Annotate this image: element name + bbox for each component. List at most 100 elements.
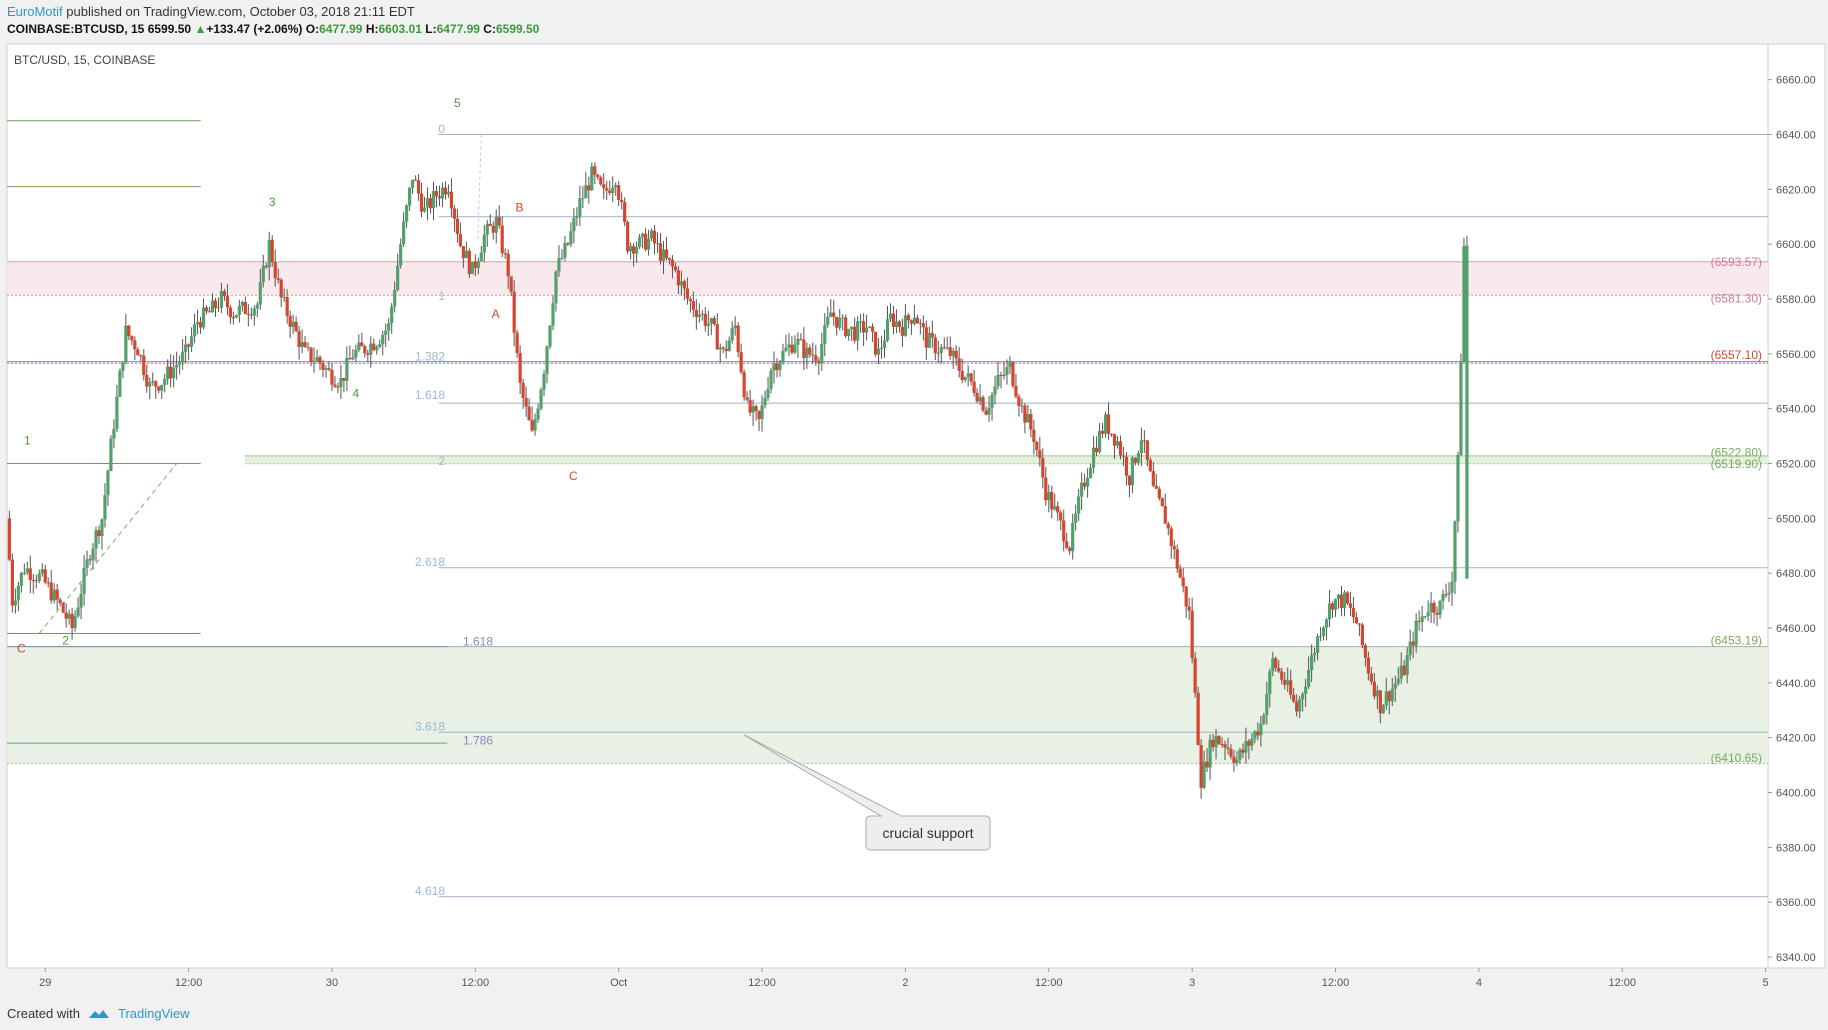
close-label: C: [483, 22, 496, 36]
candle-body [103, 495, 107, 520]
candle-body [727, 340, 731, 352]
candle-body [1163, 506, 1167, 524]
candle-body [1080, 482, 1084, 497]
candle-body [255, 304, 259, 309]
candle-body [145, 375, 149, 387]
candle-body [1181, 577, 1185, 587]
candle-body [1217, 736, 1221, 745]
up-arrow-icon: ▲ [194, 22, 207, 36]
tradingview-logo-icon[interactable] [88, 1008, 110, 1020]
x-tick-label: 2 [902, 977, 908, 989]
fib-label-b-1: 1.786 [463, 733, 493, 747]
candle-body [1160, 498, 1164, 507]
candle-body [1324, 619, 1329, 628]
candle-body [1008, 362, 1012, 368]
candle-body [605, 188, 609, 191]
candle-body [1151, 471, 1155, 486]
candle-body [381, 334, 385, 345]
candle-body [252, 308, 256, 316]
candle-body [1175, 549, 1179, 569]
candle-body [578, 198, 582, 217]
candle-body [461, 246, 465, 259]
candle-body [10, 559, 14, 606]
candle-body [891, 313, 896, 328]
candle-body [643, 233, 648, 250]
candle-body [1047, 492, 1051, 501]
candle-body [1348, 603, 1353, 608]
candle-body [1277, 667, 1281, 672]
candle-body [186, 344, 191, 347]
candle-body [739, 352, 743, 373]
candle-body [1426, 612, 1430, 616]
candle-body [515, 332, 519, 353]
candle-body [1235, 759, 1239, 763]
candle-body [1202, 761, 1206, 788]
candle-body [1041, 458, 1045, 478]
candle-body [1059, 512, 1063, 521]
candle-body [742, 372, 746, 398]
candle-body [1053, 506, 1057, 510]
candle-body [1154, 485, 1158, 489]
candle-body [396, 265, 400, 290]
fib-label-b-0: 1.618 [463, 635, 493, 649]
candle-body [838, 317, 842, 328]
candle-body [166, 366, 170, 379]
candle-body [1381, 705, 1385, 714]
candle-body [611, 187, 615, 193]
wave-label-0: 1 [24, 433, 31, 447]
open-label: O: [305, 22, 320, 36]
candle-body [79, 594, 83, 608]
candle-body [1378, 690, 1382, 714]
candle-body [1062, 520, 1066, 542]
candle-body [1118, 441, 1123, 456]
candle-body [1360, 624, 1364, 646]
candle-body [237, 306, 241, 315]
candle-body [330, 369, 334, 385]
candle-body [210, 300, 215, 313]
candle-body [449, 191, 454, 209]
wave-label-3: 4 [353, 387, 360, 401]
candle-body [46, 582, 50, 584]
candle-body [751, 406, 755, 413]
candle-body [467, 250, 471, 274]
candle-body [142, 355, 146, 376]
candle-body [1124, 456, 1129, 476]
candle-body [856, 321, 860, 341]
candle-body [646, 238, 651, 250]
candle-body [1026, 414, 1030, 423]
candle-body [709, 318, 713, 324]
candle-body [357, 342, 361, 350]
candle-body [192, 324, 197, 337]
candle-body [1342, 592, 1347, 608]
candle-body [1086, 477, 1090, 487]
candle-body [1187, 606, 1191, 611]
candle-body [464, 250, 468, 259]
candle-body [733, 325, 737, 329]
candle-body [31, 579, 35, 581]
author-link[interactable]: EuroMotif [7, 4, 63, 19]
candle-body [390, 306, 394, 324]
candle-body [411, 179, 415, 188]
tradingview-link[interactable]: TradingView [117, 1006, 190, 1021]
candle-body [1205, 761, 1209, 768]
candle-body [181, 351, 185, 363]
y-tick-label: 6580.00 [1776, 294, 1816, 306]
candle-body [867, 326, 872, 328]
candle-body [721, 347, 725, 349]
candle-body [882, 340, 887, 348]
candle-body [1351, 607, 1356, 618]
published-text: published on TradingView.com, October 03… [66, 4, 415, 19]
candle-body [533, 419, 537, 431]
candle-body [139, 355, 143, 357]
candle-body [1050, 492, 1054, 510]
candle-body [393, 289, 397, 307]
candle-body [470, 262, 474, 274]
candle-body [222, 291, 227, 297]
candle-body [853, 326, 857, 341]
candle-body [348, 358, 352, 360]
level-price-label-1: (6581.30) [1711, 291, 1762, 305]
candle-body [443, 187, 448, 195]
candle-body [1112, 434, 1117, 446]
candle-body [676, 270, 681, 286]
